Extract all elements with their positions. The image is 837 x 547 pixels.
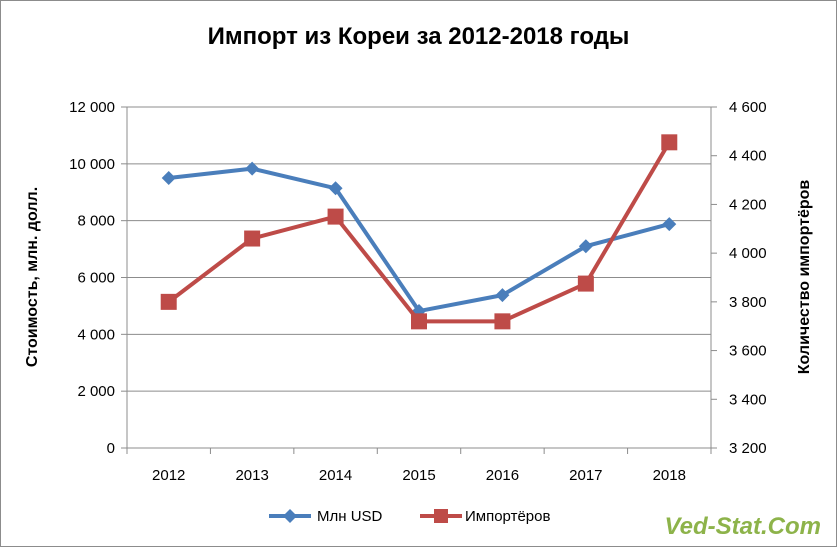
data-point-importers xyxy=(494,313,511,330)
y2-tick-label: 4 400 xyxy=(729,148,767,165)
gridlines xyxy=(127,106,711,392)
y2-axis-title: Количество импортёров xyxy=(796,180,813,375)
y-tick-label: 6 000 xyxy=(77,270,115,287)
data-point-usd xyxy=(328,181,343,196)
legend-item-usd: Млн USD xyxy=(269,508,383,525)
y-left-ticks: 0 2 000 4 000 6 000 8 000 10 000 12 000 xyxy=(69,99,115,457)
watermark: Ved-Stat.Com xyxy=(665,513,821,540)
y-tick-label: 10 000 xyxy=(69,156,115,173)
y2-tick-label: 3 600 xyxy=(729,343,767,360)
y2-tick-label: 3 400 xyxy=(729,391,767,408)
series-line-usd xyxy=(168,166,670,314)
legend-label-usd: Млн USD xyxy=(317,508,383,525)
data-point-usd xyxy=(161,171,176,186)
y-tick-label: 12 000 xyxy=(69,99,115,116)
y2-tick-label: 3 800 xyxy=(729,294,767,311)
data-point-importers xyxy=(244,230,261,247)
x-tick-label: 2016 xyxy=(486,467,519,484)
y2-tick-label: 4 000 xyxy=(729,245,767,262)
legend: Млн USD Импортёров xyxy=(269,508,550,525)
x-tick-label: 2015 xyxy=(402,467,435,484)
chart-title: Импорт из Кореи за 2012-2018 годы xyxy=(207,23,630,50)
data-point-importers xyxy=(577,275,594,292)
data-point-usd xyxy=(662,217,677,232)
data-point-importers xyxy=(661,134,678,151)
x-tick-label: 2013 xyxy=(235,467,268,484)
y-tick-label: 0 xyxy=(107,440,115,457)
y-tick-label: 4 000 xyxy=(77,326,115,343)
x-tick-label: 2014 xyxy=(319,467,352,484)
legend-label-importers: Импортёров xyxy=(465,508,550,525)
y-right-ticks: 3 200 3 400 3 600 3 800 4 000 4 200 4 400 4 600 xyxy=(729,99,767,457)
data-point-usd xyxy=(245,161,260,176)
y2-tick-label: 4 600 xyxy=(729,99,767,116)
y-tick-label: 2 000 xyxy=(77,383,115,400)
x-tick-label: 2017 xyxy=(569,467,602,484)
y-axis-title: Стоимость, млн. долл. xyxy=(24,187,41,367)
axes xyxy=(121,106,717,454)
data-point-importers xyxy=(411,313,427,330)
legend-marker-diamond xyxy=(283,509,297,523)
data-point-usd xyxy=(578,239,593,254)
x-tick-label: 2012 xyxy=(152,467,185,484)
y2-tick-label: 4 200 xyxy=(729,196,767,213)
series-layer xyxy=(160,134,678,330)
y2-tick-label: 3 200 xyxy=(729,440,767,457)
legend-item-importers: Импортёров xyxy=(420,508,550,525)
data-point-usd xyxy=(495,288,510,303)
x-ticks: 2012 2013 2014 2015 2016 2017 2018 xyxy=(152,467,686,484)
x-tick-label: 2018 xyxy=(653,467,686,484)
legend-marker-square xyxy=(434,509,448,523)
data-point-importers xyxy=(160,293,177,310)
data-point-importers xyxy=(327,208,344,225)
y-tick-label: 8 000 xyxy=(77,213,115,230)
